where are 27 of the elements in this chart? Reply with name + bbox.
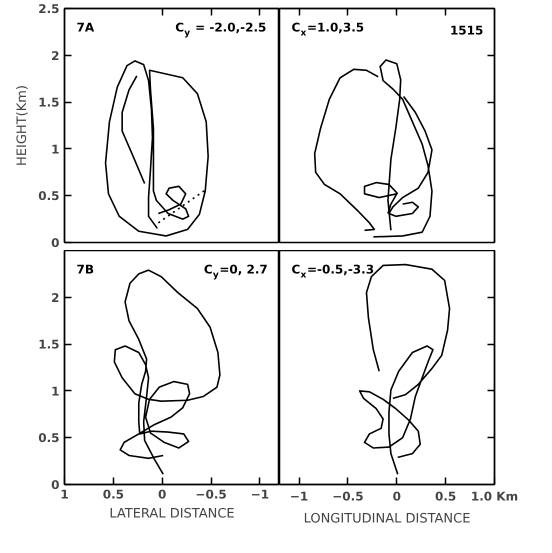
y-tick-label: 0.5 [38,189,60,204]
y-tick-label: 1 [51,142,60,156]
y-tick-label: 1 [51,384,60,398]
x-axis-title: LATERAL DISTANCE [109,506,235,522]
x-tick-label: 0 [392,490,401,504]
x-tick-label: 1 [60,488,69,502]
annotation: 1515 [450,24,484,38]
x-axis-title: LONGITUDINAL DISTANCE [304,512,470,526]
x-tick-label: 0 [158,488,166,502]
y-tick-label: 0 [51,478,60,492]
x-tick-label: −0.5 [332,490,364,504]
x-tick-label: −1 [290,490,308,504]
y-tick-label: 1.5 [38,338,60,352]
x-tick-label: −0.5 [195,488,227,502]
y-tick-label: 2 [51,48,60,63]
y-tick-label: 0.5 [38,431,60,446]
y-axis-title: HEIGHT(Km) [15,85,30,166]
y-tick-label: 1.5 [38,96,60,110]
x-tick-label: 1.0 Km [470,490,518,504]
annotation: 7A [76,20,95,34]
x-tick-label: 0.5 [435,490,456,504]
annotation: 7B [76,262,94,276]
x-tick-label: 0.5 [102,488,124,502]
y-tick-label: 2.5 [38,2,60,16]
y-tick-label: 2 [51,290,60,305]
y-tick-label: 0 [51,236,60,250]
x-tick-label: −1 [250,488,270,502]
